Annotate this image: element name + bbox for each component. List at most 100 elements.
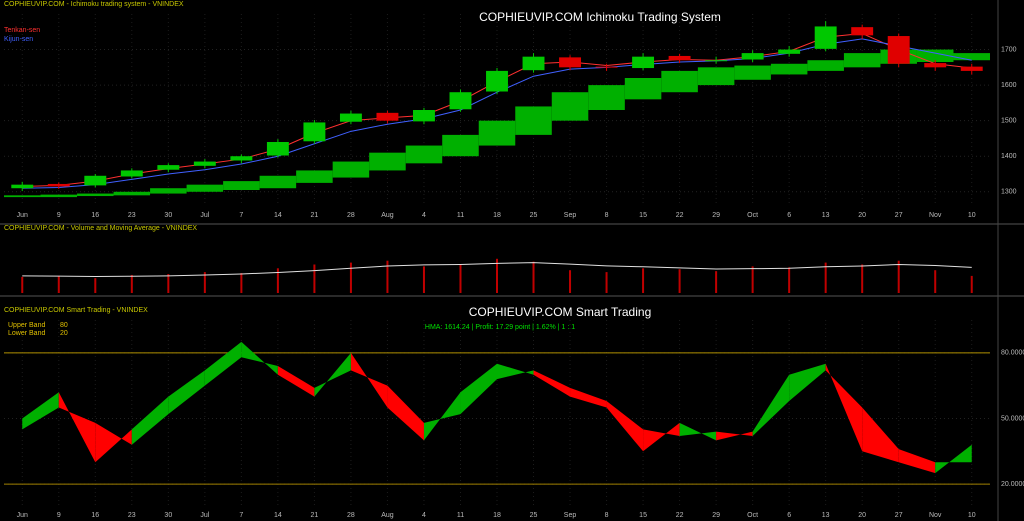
cloud-segment [442,134,479,157]
volume-bar [276,268,279,293]
oscillator-fill [497,363,534,380]
x-tick-label: 9 [57,512,61,519]
cloud-segment [843,53,881,68]
cloud-segment [916,49,954,62]
pane-subtitle: COPHIEUVIP.COM - Ichimoku trading system… [4,1,184,8]
x-tick-label: 27 [895,512,903,519]
legend-entry: Tenkan-sen [4,27,40,34]
x-tick-label: 6 [787,512,791,519]
band-legend: Upper Band [8,322,45,329]
band-legend-value: 20 [60,330,68,337]
y-tick-label: 80.0000 [1001,350,1024,357]
x-tick-label: 21 [311,512,319,519]
x-tick-label: 15 [639,212,647,219]
pane-title: COPHIEUVIP.COM Ichimoku Trading System [479,10,721,24]
cloud-segment [77,193,114,197]
candle-body [960,66,983,71]
x-tick-label: 6 [787,212,791,219]
x-tick-label: 11 [457,512,464,519]
cloud-segment [588,85,625,110]
volume-bar [349,262,352,293]
band-legend-value: 80 [60,322,68,329]
legend-entry: Kijun-sen [4,36,33,43]
x-tick-label: 4 [422,512,426,519]
candle-body [11,184,34,189]
pane-subtitle: COPHIEUVIP.COM Smart Trading - VNINDEX [4,307,148,314]
cloud-segment [113,191,151,196]
volume-bar [57,275,60,293]
candle-body [376,112,399,121]
oscillator-fill [423,392,461,441]
pane-title: COPHIEUVIP.COM Smart Trading [469,305,652,319]
x-tick-label: Aug [381,212,394,219]
x-tick-label: 14 [274,212,282,219]
cloud-segment [369,152,406,171]
candle-body [47,183,70,187]
x-tick-label: 8 [605,212,609,219]
x-tick-label: 13 [822,512,830,519]
oscillator-fill [570,387,607,408]
cloud-segment [807,60,844,71]
x-tick-label: 27 [895,212,903,219]
x-tick-label: Jul [200,512,209,519]
candle-body [193,161,216,166]
volume-bar [897,260,900,293]
volume-bar [569,270,572,293]
cloud-segment [551,92,589,121]
cloud-segment [296,170,333,183]
x-tick-label: Sep [564,512,577,519]
x-tick-label: Sep [564,212,577,219]
cloud-segment [697,67,735,86]
x-tick-label: 30 [164,512,172,519]
volume-bar [459,264,462,293]
x-tick-label: 21 [311,212,319,219]
cloud-segment [624,78,662,100]
x-tick-label: 25 [530,212,538,219]
volume-bar [861,264,864,293]
cloud-segment [40,194,78,198]
volume-bar [751,266,754,293]
oscillator-fill [131,396,169,445]
volume-bar [970,275,973,293]
x-tick-label: 23 [128,212,136,219]
series-line [22,262,972,277]
cloud-segment [953,53,990,61]
x-tick-label: Oct [747,212,758,219]
cloud-segment [770,63,808,75]
oscillator-fill [350,352,388,408]
cloud-segment [259,175,297,189]
x-tick-label: 22 [676,512,684,519]
x-tick-label: 13 [822,212,830,219]
candle-body [486,70,508,92]
candle-body [814,26,837,49]
candle-body [157,165,180,170]
candle-body [339,113,362,122]
oscillator-fill [387,385,424,441]
oscillator-fill [277,365,315,397]
candle-body [413,110,435,122]
oscillator-fill [862,407,899,463]
x-tick-label: 30 [164,212,172,219]
oscillator-fill [22,392,59,430]
candle-body [266,142,289,156]
x-tick-label: 20 [858,212,866,219]
volume-bar [934,270,937,293]
x-tick-label: 18 [493,512,501,519]
oscillator-fill [716,431,753,441]
x-tick-label: 4 [422,212,426,219]
candle-body [668,55,691,61]
volume-bar [21,276,24,293]
x-tick-label: Nov [929,512,942,519]
x-tick-label: 20 [858,512,866,519]
cloud-segment [515,106,552,135]
oscillator-fill [314,352,351,397]
x-tick-label: 16 [91,212,99,219]
x-tick-label: 14 [274,512,282,519]
oscillator-fill [789,363,826,401]
y-tick-label: 1300 [1001,189,1017,196]
candle-body [522,56,545,71]
oscillator-fill [241,341,278,375]
volume-bar [496,258,498,293]
